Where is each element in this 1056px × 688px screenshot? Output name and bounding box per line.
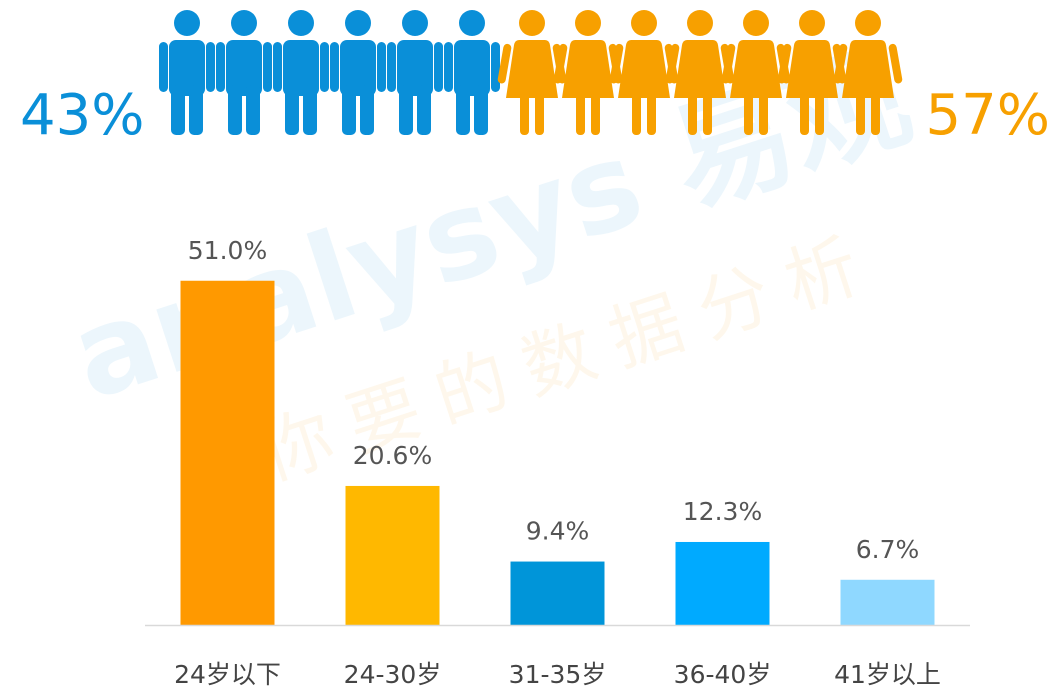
male-icon [273,10,329,135]
bar [675,541,770,625]
value-label: 6.7% [856,535,920,564]
bar [180,280,275,625]
value-label: 20.6% [353,441,432,470]
x-tick-label: 41岁以上 [834,660,941,688]
value-label: 9.4% [526,517,590,546]
x-tick-label: 24岁以下 [174,660,281,688]
bar [840,579,935,625]
male-icon [159,10,215,135]
x-tick-label: 31-35岁 [509,660,607,688]
bar [510,561,605,625]
x-tick-label: 24-30岁 [344,660,442,688]
gender-percent: 57% [926,83,1050,148]
male-icon [387,10,443,135]
male-icon [444,10,500,135]
x-tick-label: 36-40岁 [674,660,772,688]
value-label: 51.0% [188,236,267,265]
male-icon [330,10,386,135]
bar [345,485,440,625]
male-icon [216,10,272,135]
gender-percent: 43% [20,83,144,148]
male-icons [159,10,500,135]
value-label: 12.3% [683,497,762,526]
